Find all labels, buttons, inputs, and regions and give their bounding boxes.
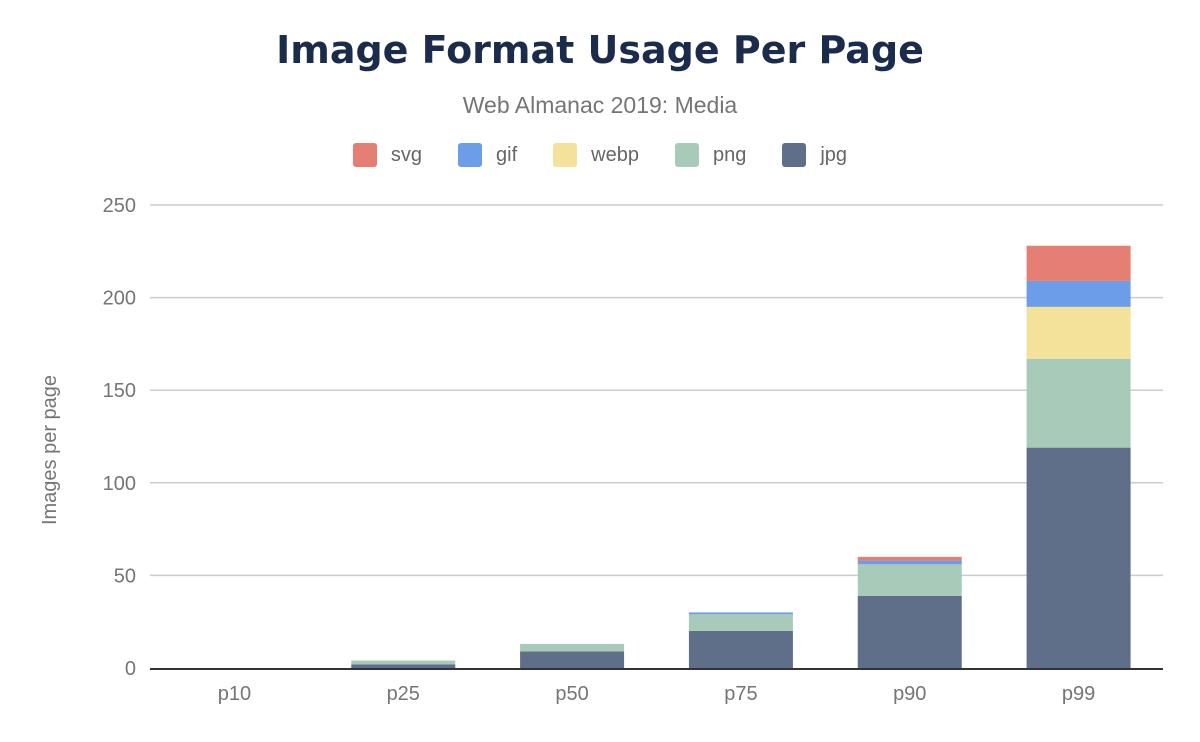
legend-swatch	[553, 143, 578, 167]
legend-item-webp[interactable]: webp	[553, 143, 639, 167]
x-tick-label: p10	[218, 683, 251, 705]
chart-title: Image Format Usage Per Page	[276, 28, 924, 72]
legend-label: jpg	[820, 143, 848, 166]
bar-jpg-p75	[688, 630, 793, 668]
chart-subtitle: Web Almanac 2019: Media	[462, 92, 738, 118]
x-tick-label: p90	[893, 683, 926, 705]
bar-png-p90	[857, 564, 962, 596]
x-tick-label: p50	[555, 683, 588, 705]
y-tick-label: 200	[103, 288, 136, 310]
y-axis-label: Images per page	[39, 375, 61, 525]
legend-item-jpg[interactable]: jpg	[782, 143, 847, 167]
legend-item-gif[interactable]: gif	[458, 143, 517, 167]
y-tick-label: 100	[103, 473, 136, 495]
bar-png-p75	[688, 614, 793, 631]
bar-svg-p99	[1026, 245, 1131, 281]
bar-svg-p90	[857, 556, 962, 561]
y-tick-label: 250	[103, 195, 136, 217]
legend-swatch	[782, 143, 807, 167]
legend-item-png[interactable]: png	[674, 143, 747, 167]
bar-jpg-p50	[520, 651, 625, 668]
legend-label: svg	[390, 143, 423, 166]
bar-png-p25	[351, 660, 456, 665]
y-tick-label: 0	[125, 658, 136, 680]
y-tick-label: 50	[114, 565, 136, 587]
x-tick-label: p75	[724, 683, 757, 705]
bar-jpg-p99	[1026, 447, 1131, 668]
legend-label: webp	[591, 143, 639, 166]
legend-label: png	[712, 143, 747, 166]
y-tick-label: 150	[103, 380, 136, 402]
legend-swatch	[458, 143, 483, 167]
bar-webp-p99	[1026, 306, 1131, 359]
bar-gif-p75	[688, 612, 793, 615]
bar-jpg-p90	[857, 595, 962, 668]
x-tick-label: p99	[1062, 683, 1095, 705]
legend: svg gif webp png jpg	[0, 143, 1200, 167]
legend-swatch	[352, 143, 377, 167]
bar-png-p50	[520, 643, 625, 652]
x-tick-label: p25	[387, 683, 420, 705]
legend-label: gif	[496, 143, 518, 166]
legend-swatch	[674, 143, 699, 167]
bar-jpg-p25	[351, 664, 456, 668]
legend-item-svg[interactable]: svg	[352, 143, 423, 167]
bar-gif-p99	[1026, 280, 1131, 307]
bar-gif-p90	[857, 560, 962, 565]
bar-png-p99	[1026, 358, 1131, 448]
